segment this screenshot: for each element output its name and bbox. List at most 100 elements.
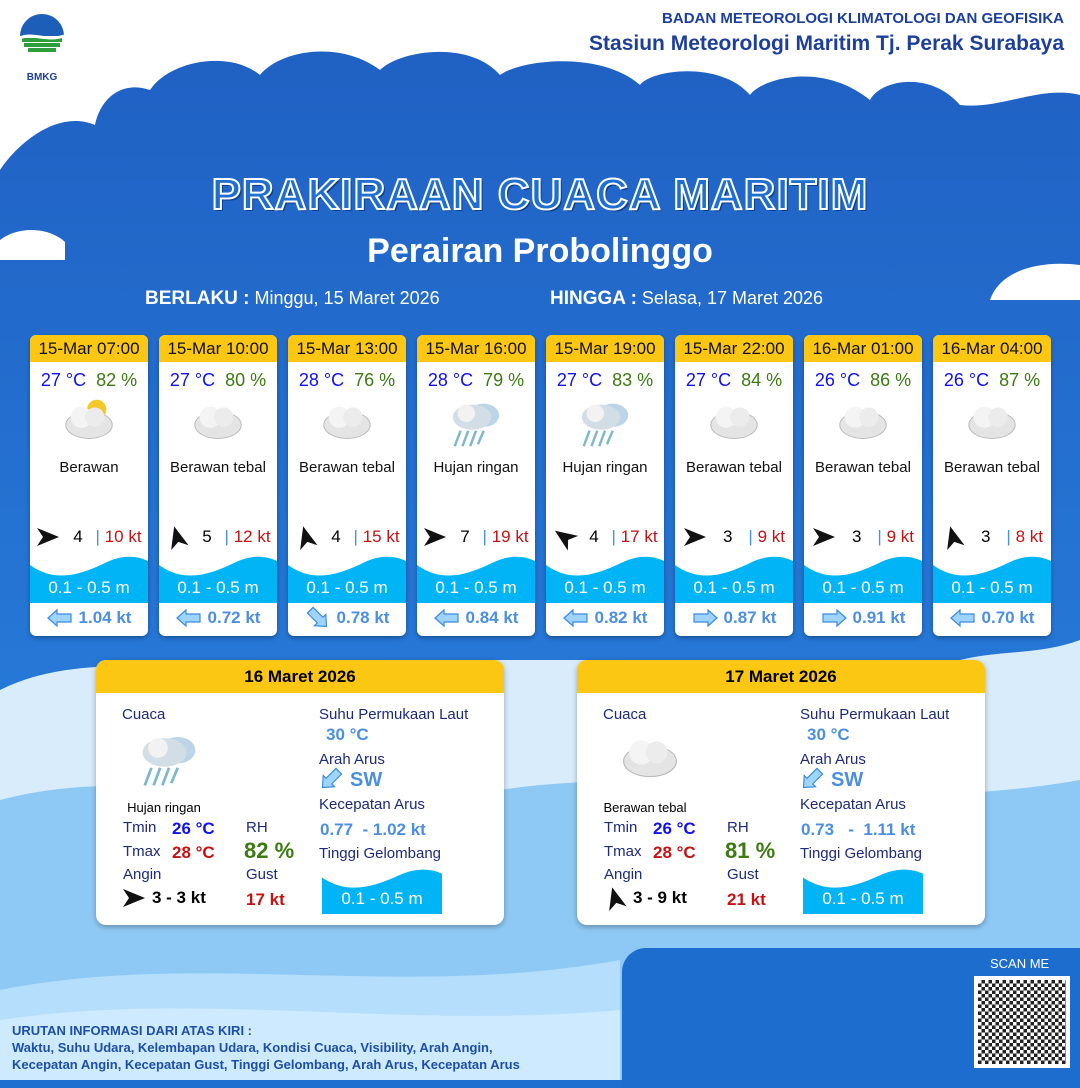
tmax-value: 28 °C: [172, 843, 215, 862]
cloudy-icon: [623, 740, 677, 778]
cloudy-icon: [194, 406, 242, 439]
wind-direction-arrow-icon: [609, 887, 627, 911]
air-temperature: 26 °C: [814, 370, 861, 390]
gust-speed: 9 kt: [886, 527, 914, 546]
wind-speed: 3: [851, 527, 862, 546]
gust-speed: 19 kt: [491, 527, 529, 546]
current-direction-arrow-icon: [433, 608, 459, 628]
wave-height-graphic: [675, 556, 793, 603]
current-speed: 0.91 kt: [852, 608, 906, 627]
wave-height-graphic: [546, 556, 664, 603]
forecast-time: 15-Mar 22:00: [675, 335, 793, 362]
forecast-time: 15-Mar 13:00: [288, 335, 406, 362]
qr-panel: SCAN ME: [622, 948, 1080, 1088]
wind-speed: 4: [589, 527, 599, 546]
page-title: PRAKIRAAN CUACA MARITIM: [211, 169, 869, 220]
air-temperature: 27 °C: [685, 370, 732, 390]
forecast-time: 15-Mar 16:00: [417, 335, 535, 362]
label-rh: RH: [246, 819, 268, 836]
current-speed-range: 0.77 - 1.02 kt: [320, 820, 426, 839]
label-tinggi-gelombang: Tinggi Gelombang: [319, 845, 442, 862]
wind-direction-arrow-icon: [37, 528, 60, 546]
cloudy-icon: [839, 406, 887, 439]
daily-wave-height: 0.1 - 0.5 m: [341, 889, 423, 908]
label-kecepatan-arus: Kecepatan Arus: [800, 796, 906, 813]
air-temperature: 28 °C: [298, 370, 345, 390]
forecast-card: 15-Mar 07:00 27 °C 82 % Berawan 4 | 10 kt…: [30, 335, 148, 636]
rh-value: 81 %: [725, 838, 776, 863]
wind-speed: 5: [202, 527, 212, 546]
label-angin: Angin: [604, 866, 643, 883]
forecast-card: 16-Mar 04:00 26 °C 87 % Berawan tebal 3 |…: [933, 335, 1051, 636]
wave-height: 0.1 - 0.5 m: [693, 578, 775, 597]
current-speed: 0.82 kt: [594, 608, 648, 627]
air-temperature: 28 °C: [427, 370, 474, 390]
partly-cloudy-icon: [65, 399, 113, 439]
gust-speed: 10 kt: [104, 527, 142, 546]
air-temperature: 26 °C: [943, 370, 990, 390]
agency-name: BADAN METEOROLOGI KLIMATOLOGI DAN GEOFIS…: [662, 10, 1064, 27]
daily-summary-card: 16 Maret 2026 Cuaca Hujan ringan Tmin 26…: [96, 660, 504, 925]
daily-wind: 3 - 3 kt: [152, 888, 206, 907]
current-direction: SW: [831, 769, 864, 791]
current-direction-arrow-icon: [306, 606, 327, 628]
current-speed: 0.87 kt: [723, 608, 777, 627]
label-sst: Suhu Permukaan Laut: [800, 706, 950, 723]
daily-summary-card: 17 Maret 2026 Cuaca Berawan tebal Tmin 2…: [577, 660, 985, 925]
gust-value: 21 kt: [727, 890, 766, 909]
footer-legend: URUTAN INFORMASI DARI ATAS KIRI : Waktu,…: [12, 1023, 520, 1072]
wave-height-graphic: [933, 556, 1051, 603]
forecast-time: 15-Mar 19:00: [546, 335, 664, 362]
page-subtitle: Perairan Probolinggo: [367, 232, 713, 270]
humidity: 80 %: [225, 370, 267, 390]
humidity: 82 %: [96, 370, 138, 390]
tmin-value: 26 °C: [172, 819, 215, 838]
bmkg-logo: BMKG: [14, 12, 70, 85]
label-cuaca: Cuaca: [603, 706, 647, 723]
wind-direction-arrow-icon: [123, 889, 145, 907]
label-arah-arus: Arah Arus: [319, 751, 385, 768]
forecast-time: 15-Mar 07:00: [30, 335, 148, 362]
forecast-card: 15-Mar 13:00 28 °C 76 % Berawan tebal 4 |…: [288, 335, 406, 636]
daily-condition: Hujan ringan: [127, 800, 201, 815]
wind-direction-arrow-icon: [171, 526, 189, 550]
wave-height: 0.1 - 0.5 m: [177, 578, 259, 597]
current-direction-arrow-icon: [321, 767, 343, 789]
current-direction-arrow-icon: [175, 608, 201, 628]
label-kecepatan-arus: Kecepatan Arus: [319, 796, 425, 813]
daily-wind: 3 - 9 kt: [633, 888, 687, 907]
weather-condition: Berawan tebal: [815, 459, 911, 476]
air-temperature: 27 °C: [556, 370, 603, 390]
forecast-time: 16-Mar 01:00: [804, 335, 922, 362]
current-speed: 0.70 kt: [981, 608, 1035, 627]
label-tinggi-gelombang: Tinggi Gelombang: [800, 845, 923, 862]
label-angin: Angin: [123, 866, 162, 883]
gust-speed: 17 kt: [620, 527, 658, 546]
gust-speed: 15 kt: [362, 527, 400, 546]
current-direction: SW: [350, 769, 383, 791]
rain-icon: [581, 403, 629, 447]
cloudy-icon: [710, 406, 758, 439]
forecast-time: 15-Mar 10:00: [159, 335, 277, 362]
wind-direction-arrow-icon: [812, 528, 835, 546]
gust-speed: 8 kt: [1015, 527, 1043, 546]
label-rh: RH: [727, 819, 749, 836]
wind-speed: 4: [331, 527, 341, 546]
humidity: 79 %: [483, 370, 525, 390]
daily-date: 17 Maret 2026: [577, 660, 985, 693]
current-direction-arrow-icon: [562, 608, 588, 628]
humidity: 83 %: [612, 370, 654, 390]
current-speed-range: 0.73 - 1.11 kt: [801, 820, 916, 839]
wind-direction-arrow-icon: [683, 528, 706, 546]
weather-condition: Hujan ringan: [562, 459, 648, 476]
weather-condition: Berawan tebal: [170, 459, 266, 476]
wind-direction-arrow-icon: [300, 526, 318, 550]
wave-height: 0.1 - 0.5 m: [564, 578, 646, 597]
air-temperature: 27 °C: [169, 370, 216, 390]
label-sst: Suhu Permukaan Laut: [319, 706, 469, 723]
station-name: Stasiun Meteorologi Maritim Tj. Perak Su…: [589, 32, 1064, 55]
air-temperature: 27 °C: [40, 370, 87, 390]
qr-code[interactable]: [974, 976, 1070, 1068]
label-gust: Gust: [246, 866, 278, 883]
humidity: 76 %: [354, 370, 396, 390]
